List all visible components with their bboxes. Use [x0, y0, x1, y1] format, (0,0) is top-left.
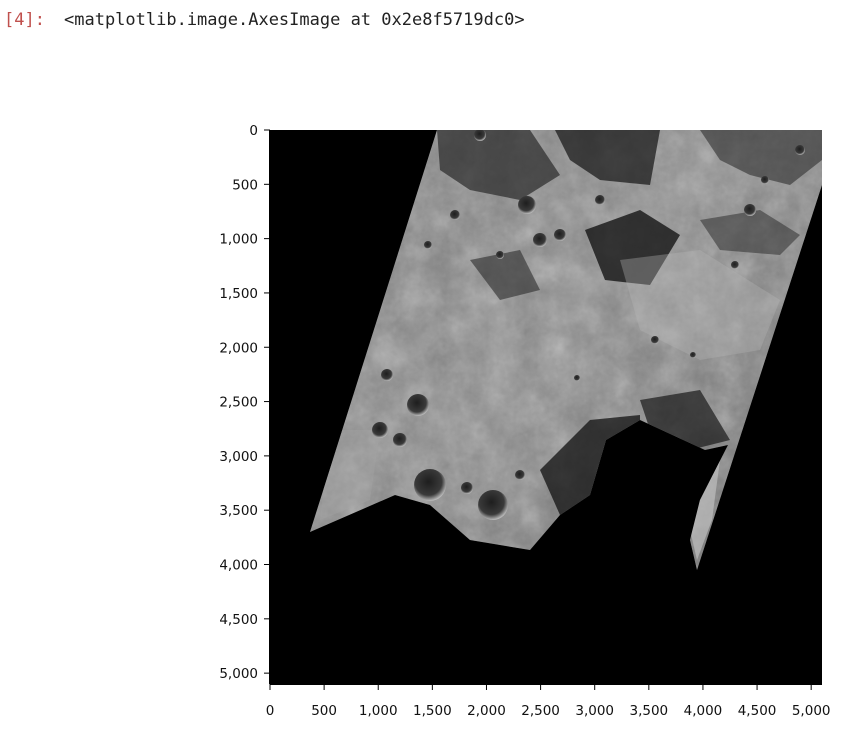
y-tick-label: 4,500	[219, 612, 258, 628]
x-tick-label: 5,000	[792, 703, 831, 719]
y-tick-label: 4,000	[219, 558, 258, 574]
x-tick-label: 3,500	[629, 703, 668, 719]
x-tick-label: 4,500	[738, 703, 777, 719]
output-repr-text: <matplotlib.image.AxesImage at 0x2e8f571…	[64, 10, 525, 30]
x-tick-label: 500	[311, 703, 337, 719]
y-tick-label: 2,500	[219, 395, 258, 411]
x-tick-label: 0	[266, 703, 275, 719]
y-tick-label: 3,000	[219, 449, 258, 465]
x-axis-ticks: 0 500 1,000 1,500 2,000 2,500 3,000 3,500 4,000 4…	[266, 684, 831, 719]
x-tick-label: 1,500	[413, 703, 452, 719]
y-tick-label: 5,000	[219, 666, 258, 682]
y-tick-label: 500	[232, 177, 258, 193]
y-tick-label: 1,500	[219, 286, 258, 302]
x-tick-label: 1,000	[359, 703, 398, 719]
y-tick-label: 1,000	[219, 232, 258, 248]
y-axis-ticks: 0 500 1,000 1,500 2,000 2,500 3,000 3,500 4,000 4…	[219, 123, 270, 682]
y-tick-label: 3,500	[219, 503, 258, 519]
y-tick-label: 2,000	[219, 340, 258, 356]
x-tick-label: 2,000	[467, 703, 506, 719]
x-tick-label: 3,000	[575, 703, 614, 719]
y-tick-label: 0	[249, 123, 258, 139]
x-tick-label: 4,000	[684, 703, 723, 719]
x-tick-label: 2,500	[521, 703, 560, 719]
output-prompt: [4]:	[4, 10, 45, 30]
